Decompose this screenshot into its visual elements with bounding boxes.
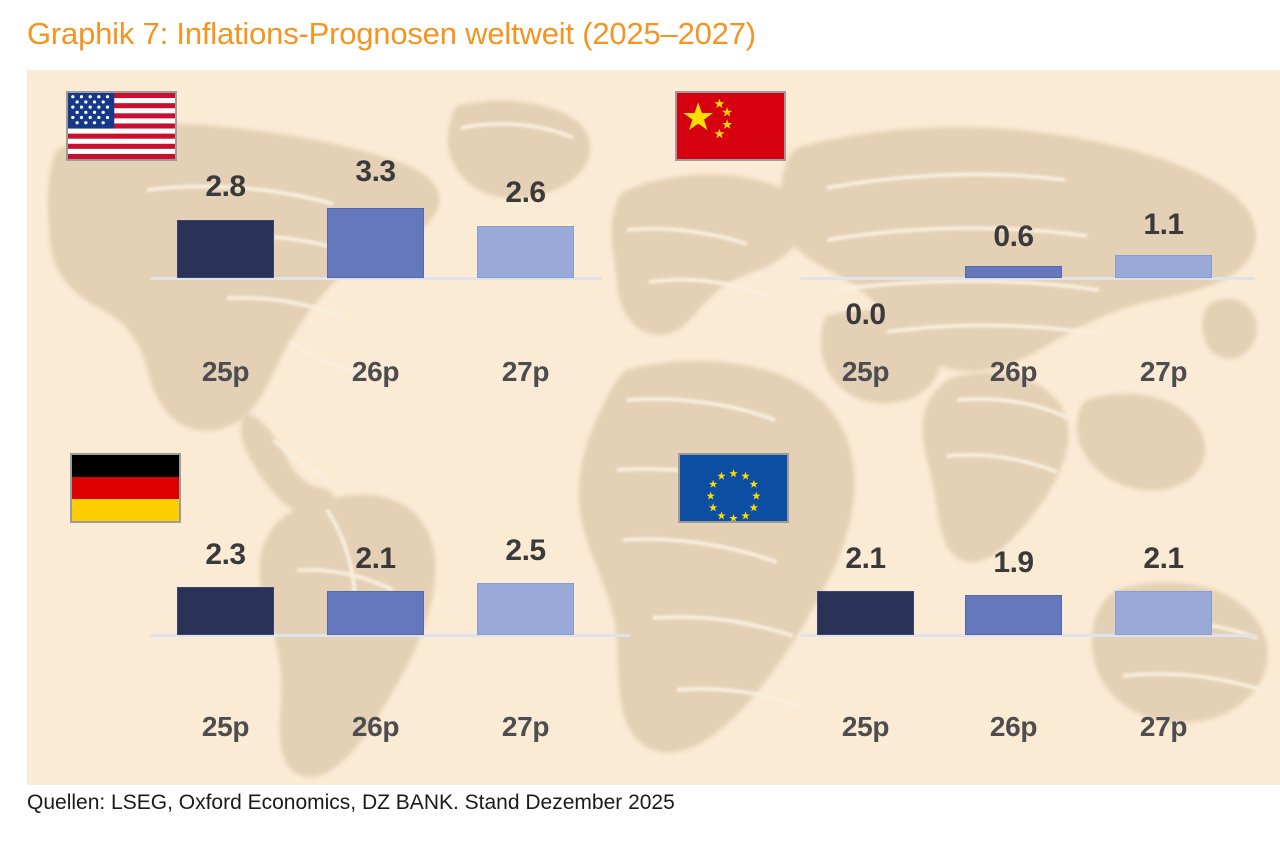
category-label-china-26p: 26p	[989, 356, 1038, 387]
world-map-chart-panel: 2.8 3.3 2.6 25p 26p 27p 0.0	[27, 70, 1280, 785]
category-label-usa-26p: 26p	[351, 356, 400, 387]
flag-usa-icon	[66, 91, 177, 161]
value-label-germany-25p: 2.3	[205, 538, 246, 571]
bar-germany-25p	[177, 587, 274, 635]
value-label-usa-25p: 2.8	[205, 170, 246, 203]
bar-eurozone-25p	[817, 591, 914, 635]
bar-usa-26p	[327, 208, 424, 278]
category-label-usa-27p: 27p	[501, 356, 550, 387]
axis-baseline-china	[800, 277, 1255, 280]
flag-china-icon	[675, 91, 786, 161]
category-label-germany-25p: 25p	[201, 711, 250, 742]
source-note: Quellen: LSEG, Oxford Economics, DZ BANK…	[27, 791, 675, 814]
category-label-germany-27p: 27p	[501, 711, 550, 742]
bar-usa-27p	[477, 226, 574, 278]
flag-eu-icon	[678, 453, 789, 523]
axis-baseline-germany	[150, 634, 630, 637]
bar-germany-27p	[477, 583, 574, 635]
bar-usa-25p	[177, 220, 274, 278]
category-label-eurozone-25p: 25p	[841, 711, 890, 742]
category-label-germany-26p: 26p	[351, 711, 400, 742]
category-label-china-27p: 27p	[1139, 356, 1188, 387]
value-label-germany-27p: 2.5	[505, 534, 546, 567]
axis-baseline-eurozone	[800, 634, 1255, 637]
bar-china-27p	[1115, 255, 1212, 278]
category-label-eurozone-27p: 27p	[1139, 711, 1188, 742]
value-label-china-27p: 1.1	[1143, 208, 1184, 241]
value-label-eurozone-27p: 2.1	[1143, 542, 1184, 575]
bar-china-26p	[965, 266, 1062, 278]
value-label-eurozone-26p: 1.9	[993, 546, 1034, 579]
bar-eurozone-27p	[1115, 591, 1212, 635]
axis-baseline-usa	[150, 277, 602, 280]
page-title: Graphik 7: Inflations-Prognosen weltweit…	[27, 16, 756, 51]
value-label-china-26p: 0.6	[993, 220, 1034, 253]
bar-eurozone-26p	[965, 595, 1062, 635]
category-label-eurozone-26p: 26p	[989, 711, 1038, 742]
value-label-usa-26p: 3.3	[355, 155, 396, 188]
category-label-usa-25p: 25p	[201, 356, 250, 387]
flag-germany-icon	[70, 453, 181, 523]
value-label-usa-27p: 2.6	[505, 176, 546, 209]
value-label-china-25p: 0.0	[845, 298, 886, 331]
world-map-background	[27, 70, 1280, 785]
bar-germany-26p	[327, 591, 424, 635]
value-label-germany-26p: 2.1	[355, 542, 396, 575]
value-label-eurozone-25p: 2.1	[845, 542, 886, 575]
category-label-china-25p: 25p	[841, 356, 890, 387]
